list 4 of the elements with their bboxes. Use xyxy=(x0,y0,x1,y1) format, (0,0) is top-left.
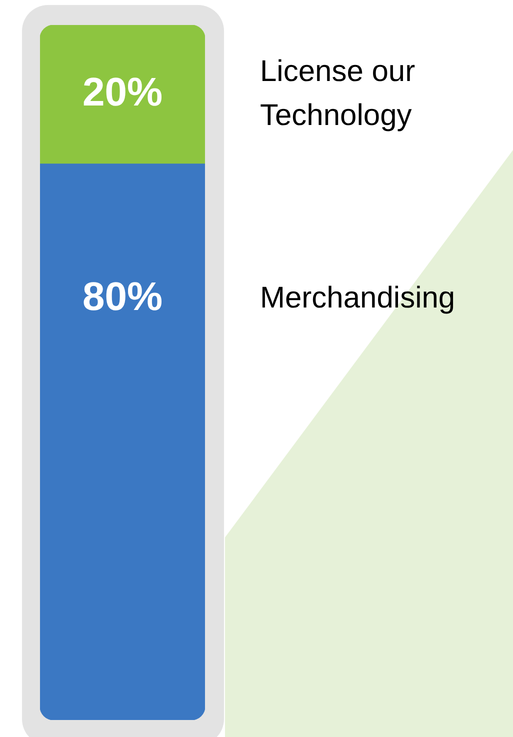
data-label: 80% xyxy=(82,275,163,320)
data-label: 20% xyxy=(82,70,163,115)
series-label: License our Technology xyxy=(260,54,416,132)
series-label: Merchandising xyxy=(260,281,456,314)
